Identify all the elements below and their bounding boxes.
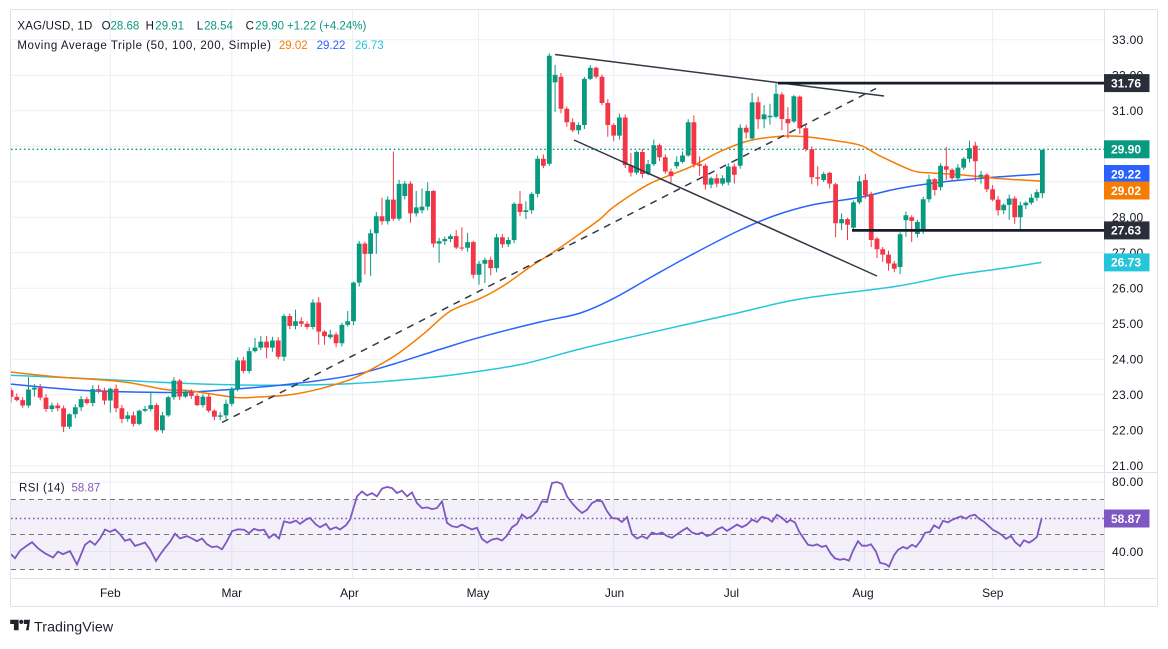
svg-text:Aug: Aug [852,586,873,600]
svg-text:Jul: Jul [724,586,739,600]
svg-text:40.00: 40.00 [1112,545,1144,559]
svg-text:23.00: 23.00 [1112,388,1144,402]
svg-text:May: May [467,586,490,600]
svg-text:26.73: 26.73 [1111,256,1141,270]
svg-text:Moving Average Triple (50, 100: Moving Average Triple (50, 100, 200, Sim… [17,40,383,52]
svg-text:Apr: Apr [340,586,359,600]
svg-text:22.00: 22.00 [1112,424,1144,438]
svg-text:Jun: Jun [605,586,624,600]
svg-text:27.63: 27.63 [1111,224,1141,238]
svg-text:21.00: 21.00 [1112,459,1144,473]
svg-text:Sep: Sep [982,586,1004,600]
svg-text:29.22: 29.22 [1111,167,1141,181]
svg-text:TradingView: TradingView [34,619,114,635]
svg-text:31.00: 31.00 [1112,104,1144,118]
svg-text:80.00: 80.00 [1112,475,1144,489]
svg-text:29.02: 29.02 [1111,184,1141,198]
svg-text:25.00: 25.00 [1112,317,1144,331]
svg-text:29.90: 29.90 [1111,143,1141,157]
svg-text:RSI (14) 58.87: RSI (14) 58.87 [19,482,100,494]
svg-text:58.87: 58.87 [1111,512,1141,526]
svg-text:Feb: Feb [100,586,121,600]
svg-text:28.00: 28.00 [1112,211,1144,225]
svg-text:33.00: 33.00 [1112,33,1144,47]
svg-text:24.00: 24.00 [1112,353,1144,367]
svg-text:31.76: 31.76 [1111,76,1141,90]
svg-text:26.00: 26.00 [1112,282,1144,296]
svg-text:Mar: Mar [221,586,242,600]
